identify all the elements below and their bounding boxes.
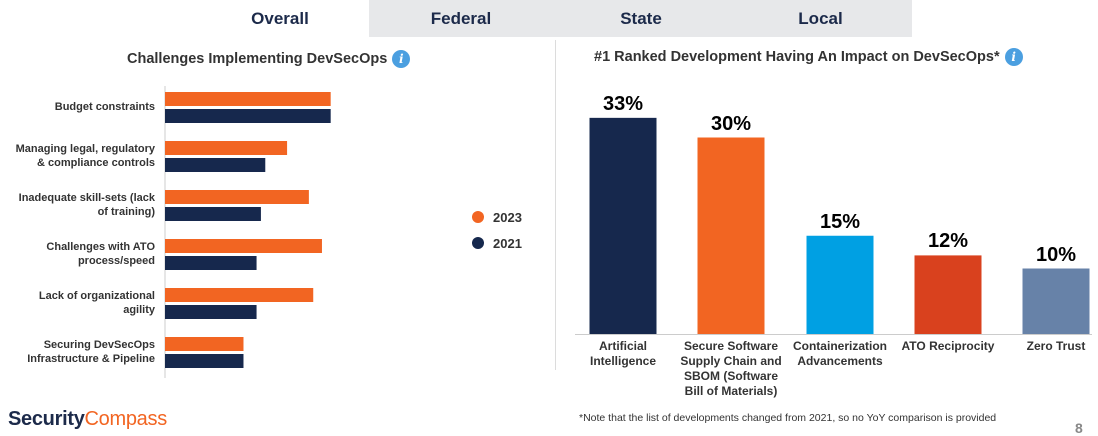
category-label: Challenges with ATO process/speed [0, 240, 155, 268]
development-bar-3 [806, 235, 874, 334]
category-label-line: Securing DevSecOps [43, 339, 155, 351]
category-label-line: & compliance controls [37, 157, 155, 169]
bar-category-line: ATO Reciprocity [901, 339, 995, 353]
bar-2021-5 [165, 305, 257, 319]
bar-category-line: SBOM (Software [683, 369, 778, 383]
bar-value-label: 12% [927, 230, 969, 253]
bar-category-label: ATO Reciprocity [894, 339, 1002, 354]
right-chart-title: #1 Ranked Development Having An Impact o… [594, 48, 1023, 66]
legend-item-2023: 2023 [472, 210, 522, 225]
page-number: 8 [1075, 420, 1083, 436]
bar-category-line: Intelligence [589, 354, 657, 368]
bar-category-line: Bill of Materials) [684, 384, 778, 398]
category-label-line: Managing legal, regulatory [15, 143, 155, 155]
bar-value-label: 30% [710, 112, 752, 135]
category-label-line: Budget constraints [54, 101, 155, 113]
bar-category-label: Zero Trust [1002, 339, 1098, 354]
tab-bar: Overall Federal State Local [191, 0, 912, 37]
development-bar-2 [697, 137, 765, 334]
bar-2021-3 [165, 207, 261, 221]
info-icon[interactable]: i [392, 50, 411, 68]
tab-overall[interactable]: Overall [191, 0, 369, 37]
bar-2023-5 [165, 288, 314, 302]
bar-2023-4 [165, 239, 322, 253]
challenges-bar-chart [164, 86, 331, 378]
bar-category-line: Supply Chain and [680, 354, 782, 368]
development-bar-5 [1022, 268, 1090, 334]
panel-divider [555, 40, 556, 370]
logo-text-compass: Compass [84, 408, 168, 430]
bar-2021-2 [165, 158, 266, 172]
developments-bar-chart [575, 117, 1092, 335]
legend-label-2023: 2023 [493, 210, 522, 225]
bar-value-label: 15% [819, 210, 861, 233]
logo-text-security: Security [8, 408, 85, 430]
category-label: Budget constraints [0, 100, 155, 114]
info-icon[interactable]: i [1004, 48, 1023, 66]
security-compass-logo: SecurityCompass [8, 408, 167, 431]
bar-value-label: 33% [602, 92, 644, 115]
bar-2021-6 [165, 354, 244, 368]
category-label-line: Inadequate skill-sets (lack [18, 192, 155, 204]
category-label-line: Lack of organizational [38, 290, 155, 302]
category-label: Inadequate skill-sets (lack of training) [0, 191, 155, 219]
legend-item-2021: 2021 [472, 236, 522, 251]
category-label: Securing DevSecOps Infrastructure & Pipel… [0, 338, 155, 366]
legend-swatch-2023 [472, 211, 484, 223]
bar-category-label: Containerization Advancements [786, 339, 894, 369]
legend-label-2021: 2021 [493, 236, 522, 251]
left-chart-title: Challenges Implementing DevSecOps i [127, 50, 411, 68]
tab-federal[interactable]: Federal [430, 9, 492, 28]
bar-category-line: Zero Trust [1026, 339, 1086, 353]
category-label-line: Challenges with ATO [46, 241, 155, 253]
tab-local[interactable]: Local [798, 9, 843, 28]
bar-category-line: Advancements [797, 354, 883, 368]
category-label: Lack of organizational agility [0, 289, 155, 317]
bar-2021-4 [165, 256, 257, 270]
development-bar-1 [589, 117, 657, 334]
category-label-line: Infrastructure & Pipeline [27, 353, 155, 365]
category-label-line: process/speed [77, 255, 155, 267]
bar-2023-6 [165, 337, 244, 351]
category-label-line: of training) [97, 206, 155, 218]
bar-2023-3 [165, 190, 309, 204]
development-bar-4 [914, 255, 982, 334]
bar-category-label: Secure Software Supply Chain and SBOM (Sof… [677, 339, 785, 399]
bar-category-label: Artificial Intelligence [569, 339, 677, 369]
bar-2023-1 [165, 92, 331, 106]
footnote: *Note that the list of developments chan… [579, 412, 997, 424]
right-chart-title-text: #1 Ranked Development Having An Impact o… [594, 48, 1000, 65]
bar-category-line: Containerization [792, 339, 887, 353]
bar-2023-2 [165, 141, 288, 155]
bar-category-line: Artificial [598, 339, 647, 353]
bar-value-label: 10% [1035, 243, 1077, 266]
legend-swatch-2021 [472, 237, 484, 249]
tab-state[interactable]: State [620, 9, 662, 28]
bar-category-line: Secure Software [683, 339, 779, 353]
left-chart-title-text: Challenges Implementing DevSecOps [127, 50, 388, 67]
category-label: Managing legal, regulatory & compliance c… [0, 142, 155, 170]
bar-2021-1 [165, 109, 331, 123]
category-label-line: agility [123, 304, 155, 316]
